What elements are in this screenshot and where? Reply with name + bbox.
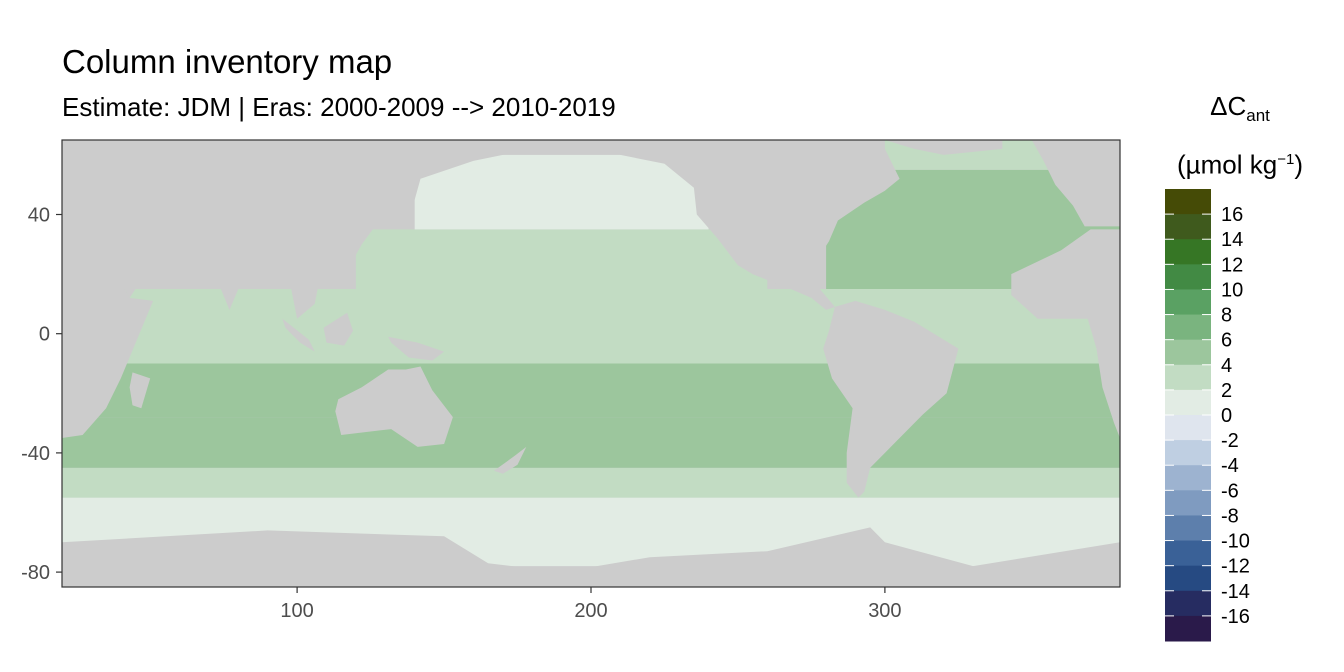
legend-swatch xyxy=(1165,239,1211,265)
legend-label: 12 xyxy=(1221,254,1243,276)
land-borneo xyxy=(323,312,353,346)
land-sumatra xyxy=(282,318,315,352)
chart-title: Column inventory map xyxy=(62,43,393,80)
ocean-region-4 xyxy=(62,289,1120,364)
land-greenland xyxy=(884,140,1003,155)
land-eurasia xyxy=(62,140,533,319)
ocean-region-2 xyxy=(62,417,1120,468)
legend-label: -14 xyxy=(1221,581,1250,603)
ocean-region-6 xyxy=(414,154,709,230)
land-south-america xyxy=(823,300,959,498)
legend-label: -12 xyxy=(1221,556,1250,578)
legend-label: 10 xyxy=(1221,279,1243,301)
legend-swatch xyxy=(1165,415,1211,441)
land-europe-atlantic xyxy=(1031,140,1120,227)
legend-swatch xyxy=(1165,590,1211,617)
legend-swatch xyxy=(1165,490,1211,516)
legend-unit-close: ) xyxy=(1294,149,1303,180)
legend-label: 6 xyxy=(1221,330,1232,352)
legend-title-variable: ΔCant xyxy=(1150,84,1330,138)
ocean-region-5 xyxy=(355,229,768,289)
x-tick-label: 100 xyxy=(280,600,313,622)
legend-swatch xyxy=(1165,289,1211,316)
legend-swatch xyxy=(1165,465,1211,491)
x-tick-label: 300 xyxy=(868,600,901,622)
legend-swatch xyxy=(1165,615,1211,642)
land-africa-west xyxy=(1011,229,1120,438)
legend-swatch xyxy=(1165,540,1211,567)
legend-label: -16 xyxy=(1221,606,1250,628)
x-tick-label: 200 xyxy=(574,600,607,622)
legend-title-main: ΔC xyxy=(1210,91,1247,121)
y-tick-label: -40 xyxy=(21,443,50,465)
legend-swatch xyxy=(1165,214,1211,240)
legend-label: 14 xyxy=(1221,229,1243,251)
ocean-region-1 xyxy=(62,467,1120,498)
legend-swatch xyxy=(1165,389,1211,416)
legend-label: -8 xyxy=(1221,505,1239,527)
legend-label: -2 xyxy=(1221,430,1239,452)
land-africa xyxy=(62,229,154,438)
legend-label: 0 xyxy=(1221,405,1232,427)
ocean-region-3 xyxy=(62,363,1120,418)
legend-title-subscript: ant xyxy=(1246,106,1270,126)
legend-title: ΔCant (µmol kg−1) xyxy=(1150,84,1330,187)
legend-unit-superscript: −1 xyxy=(1277,151,1295,169)
chart-subtitle: Estimate: JDM | Eras: 2000-2009 --> 2010… xyxy=(62,92,616,122)
legend-swatch xyxy=(1165,364,1211,391)
legend-swatch xyxy=(1165,314,1211,341)
land-madagascar xyxy=(129,372,151,409)
land-antarctica xyxy=(62,527,1120,587)
legend-swatch xyxy=(1165,565,1211,592)
land-north-america xyxy=(591,140,900,286)
legend-label: 4 xyxy=(1221,355,1232,377)
legend-swatch xyxy=(1165,264,1211,290)
legend-title-unit: (µmol kg−1) xyxy=(1150,138,1330,187)
legend-swatch xyxy=(1165,189,1211,215)
y-tick-label: 0 xyxy=(39,324,50,346)
y-tick-label: 40 xyxy=(28,205,50,227)
legend-label: 16 xyxy=(1221,204,1243,226)
legend-swatch xyxy=(1165,515,1211,542)
land-australia xyxy=(335,366,453,447)
land-new-guinea xyxy=(388,336,445,361)
ocean-layer xyxy=(62,140,1120,587)
legend-label: 2 xyxy=(1221,380,1232,402)
y-tick-label: -80 xyxy=(21,562,50,584)
legend-label: -6 xyxy=(1221,480,1239,502)
legend-unit-main: (µmol kg xyxy=(1177,149,1278,180)
land-central-america xyxy=(752,268,835,310)
land-new-zealand xyxy=(494,446,527,474)
legend-swatch xyxy=(1165,440,1211,466)
legend-swatch xyxy=(1165,339,1211,366)
legend-label: 8 xyxy=(1221,305,1232,327)
legend-label: -4 xyxy=(1221,455,1239,477)
legend-label: -10 xyxy=(1221,531,1250,553)
